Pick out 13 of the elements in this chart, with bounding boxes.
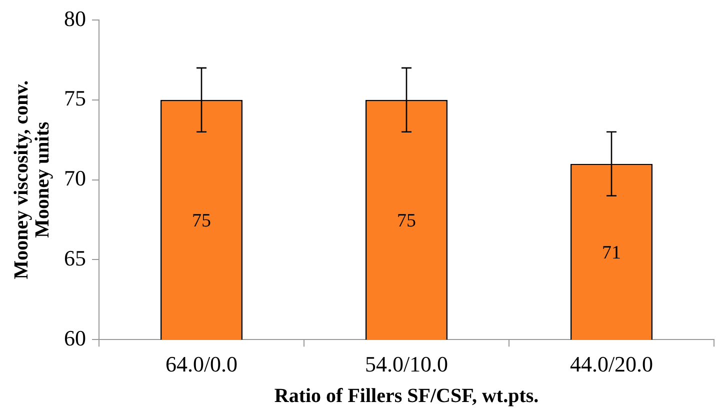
y-tick-label: 70 <box>64 166 86 191</box>
x-tick-label: 54.0/10.0 <box>364 352 448 377</box>
x-axis-title: Ratio of Fillers SF/CSF, wt.pts. <box>274 385 539 408</box>
y-tick-label: 60 <box>64 325 86 350</box>
data-label: 75 <box>192 210 211 232</box>
y-tick-label: 75 <box>64 86 86 111</box>
y-tick-label: 65 <box>64 245 86 270</box>
data-label: 75 <box>397 210 416 232</box>
x-tick-label: 44.0/20.0 <box>570 352 654 377</box>
x-tick-label: 64.0/0.0 <box>165 352 238 377</box>
y-axis-title: Mooney viscosity, conv. Mooney units <box>10 80 54 280</box>
y-tick-label: 80 <box>64 6 86 31</box>
data-label: 71 <box>602 242 621 264</box>
